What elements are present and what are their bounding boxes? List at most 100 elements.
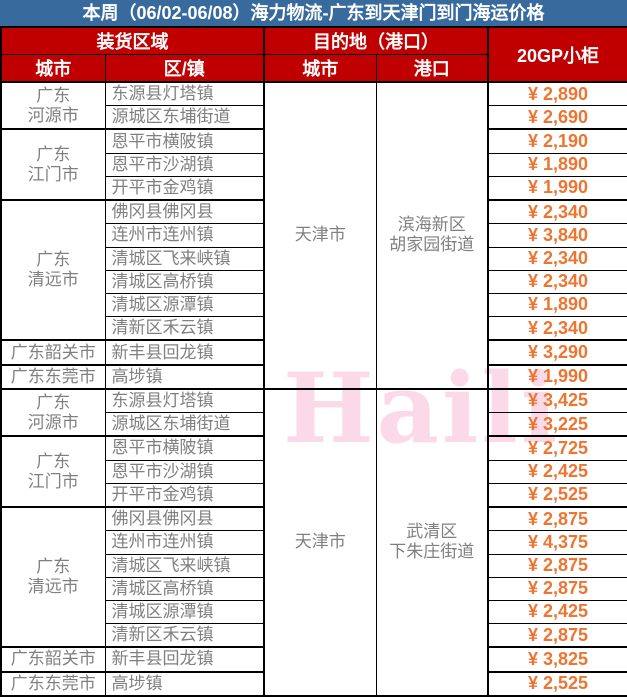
header-destination: 目的地（港口）: [263, 26, 489, 55]
district-cell: 清城区飞来峡镇: [104, 553, 265, 578]
price-cell: ¥ 2,425: [487, 599, 627, 625]
table-row: 广东 江门市 恩平市横陂镇 ¥ 2,190: [0, 128, 627, 201]
price-cell: ¥ 3,425: [487, 387, 627, 414]
table-row: 连州市连州镇 ¥ 3,840: [1, 223, 627, 248]
price-cell: ¥ 2,690: [487, 105, 627, 130]
port-cell: 滨海新区 胡家园街道: [375, 81, 489, 390]
header-dest-city: 城市: [263, 54, 377, 83]
price-cell: ¥ 3,825: [487, 646, 627, 673]
table-row: 恩平市沙湖镇 ¥ 2,425: [1, 459, 627, 484]
city-cell: 广东 河源市: [0, 387, 106, 437]
district-cell: 连州市连州镇: [104, 223, 265, 248]
city-cell: 广东 清远市: [0, 199, 106, 341]
table-row: 清城区源潭镇 ¥ 1,890: [1, 292, 627, 318]
district-cell: 高埗镇: [104, 363, 265, 390]
price-cell: ¥ 3,840: [487, 223, 627, 248]
port-cell: 武清区 下朱庄街道: [375, 387, 489, 697]
price-cell: ¥ 2,425: [487, 459, 627, 484]
district-cell: 源城区东埔街道: [104, 412, 265, 437]
district-cell: 清城区源潭镇: [104, 599, 265, 625]
header-city: 城市: [0, 54, 106, 83]
price-cell: ¥ 1,890: [487, 152, 627, 177]
table-row: 清城区高桥镇 ¥ 2,340: [1, 269, 627, 294]
district-cell: 清城区飞来峡镇: [104, 246, 265, 271]
header-district: 区/镇: [104, 54, 265, 83]
price-cell: ¥ 3,225: [487, 412, 627, 437]
header-port: 港口: [375, 54, 489, 83]
district-cell: 新丰县回龙镇: [104, 646, 265, 673]
price-cell: ¥ 2,875: [487, 576, 627, 601]
header-loading-area: 装货区域: [0, 26, 265, 55]
district-cell: 开平市金鸡镇: [104, 482, 265, 508]
district-cell: 清城区高桥镇: [104, 269, 265, 294]
district-cell: 清新区禾云镇: [104, 316, 265, 341]
district-cell: 开平市金鸡镇: [104, 175, 265, 201]
district-cell: 连州市连州镇: [104, 530, 265, 555]
price-cell: ¥ 3,290: [487, 339, 627, 366]
price-cell: ¥ 2,525: [487, 482, 627, 508]
header-container-type: 20GP小柜: [487, 26, 627, 83]
district-cell: 清新区禾云镇: [104, 623, 265, 648]
price-cell: ¥ 1,890: [487, 292, 627, 318]
table-row: 清城区飞来峡镇 ¥ 2,875: [1, 553, 627, 578]
page-title: 本周（06/02-06/08）海力物流-广东到天津门到门海运价格: [0, 0, 627, 26]
city-cell: 广东韶关市: [0, 646, 106, 673]
district-cell: 新丰县回龙镇: [104, 339, 265, 366]
table-row: 广东 江门市 恩平市横陂镇 ¥ 2,725: [0, 435, 627, 508]
table-row: 广东韶关市 新丰县回龙镇 ¥ 3,825: [0, 646, 627, 673]
dest-city-cell: 天津市: [263, 81, 377, 390]
price-cell: ¥ 1,990: [487, 175, 627, 201]
district-cell: 源城区东埔街道: [104, 105, 265, 130]
district-cell: 佛冈县佛冈县: [104, 506, 265, 532]
district-cell: 佛冈县佛冈县: [104, 199, 265, 225]
table-row: 开平市金鸡镇 ¥ 1,990: [1, 175, 627, 201]
price-cell: ¥ 2,890: [487, 81, 627, 107]
price-cell: ¥ 2,725: [487, 435, 627, 461]
city-cell: 广东 江门市: [0, 128, 106, 201]
table-row: 连州市连州镇 ¥ 4,375: [1, 530, 627, 555]
table-row: 广东 河源市 东源县灯塔镇 天津市 滨海新区 胡家园街道 ¥ 2,890: [0, 80, 627, 390]
district-cell: 清城区高桥镇: [104, 576, 265, 601]
table-row: 清城区源潭镇 ¥ 2,425: [1, 599, 627, 625]
price-cell: ¥ 2,875: [487, 623, 627, 648]
price-cell: ¥ 2,525: [487, 670, 627, 697]
table-row: 广东韶关市 新丰县回龙镇 ¥ 3,290: [0, 339, 627, 366]
price-cell: ¥ 2,340: [487, 246, 627, 271]
price-cell: ¥ 2,340: [487, 269, 627, 294]
district-cell: 东源县灯塔镇: [104, 387, 265, 414]
price-cell: ¥ 2,875: [487, 506, 627, 532]
price-cell: ¥ 2,190: [487, 128, 627, 154]
price-cell: ¥ 2,875: [487, 553, 627, 578]
city-cell: 广东 河源市: [0, 80, 106, 130]
district-cell: 高埗镇: [104, 670, 265, 697]
price-table: 装货区域 目的地（港口） 20GP小柜 城市 区/镇 城市 港口 广东 河源市 …: [0, 26, 627, 697]
table-row: 广东 河源市 东源县灯塔镇 天津市 武清区 下朱庄街道 ¥ 3,425: [0, 387, 627, 697]
table-row: 源城区东埔街道 ¥ 2,690: [1, 105, 627, 130]
price-cell: ¥ 2,340: [487, 199, 627, 225]
table-row: 广东 清远市 佛冈县佛冈县 ¥ 2,340: [0, 199, 627, 341]
table-row: 源城区东埔街道 ¥ 3,225: [1, 412, 627, 437]
table-row: 清新区禾云镇 ¥ 2,875: [1, 623, 627, 648]
city-cell: 广东东莞市: [0, 670, 106, 697]
price-cell: ¥ 4,375: [487, 530, 627, 555]
table-row: 清新区禾云镇 ¥ 2,340: [1, 316, 627, 341]
district-cell: 清城区源潭镇: [104, 292, 265, 318]
table-row: 广东东莞市 高埗镇 ¥ 2,525: [0, 670, 627, 697]
district-cell: 恩平市沙湖镇: [104, 152, 265, 177]
dest-city-cell: 天津市: [263, 387, 377, 697]
district-cell: 恩平市横陂镇: [104, 435, 265, 461]
table-row: 清城区高桥镇 ¥ 2,875: [1, 576, 627, 601]
city-cell: 广东 清远市: [0, 506, 106, 648]
price-cell: ¥ 2,340: [487, 316, 627, 341]
district-cell: 东源县灯塔镇: [104, 81, 265, 107]
table-row: 恩平市沙湖镇 ¥ 1,890: [1, 152, 627, 177]
price-cell: ¥ 1,990: [487, 363, 627, 390]
district-cell: 恩平市横陂镇: [104, 128, 265, 154]
table-row: 开平市金鸡镇 ¥ 2,525: [1, 482, 627, 508]
table-row: 广东东莞市 高埗镇 ¥ 1,990: [0, 363, 627, 390]
city-cell: 广东韶关市: [0, 339, 106, 366]
table-row: 广东 清远市 佛冈县佛冈县 ¥ 2,875: [0, 506, 627, 648]
city-cell: 广东 江门市: [0, 435, 106, 508]
district-cell: 恩平市沙湖镇: [104, 459, 265, 484]
